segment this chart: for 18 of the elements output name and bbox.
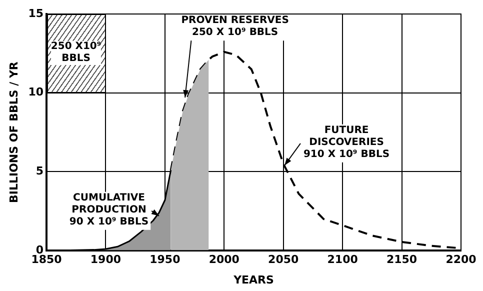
y-tick-label: 15	[28, 6, 44, 20]
hatched-square: 250 X10⁹ BBLS	[46, 14, 106, 93]
y-tick-label: 10	[28, 86, 44, 99]
x-tick-label: 2150	[386, 253, 418, 266]
annotation: PROVEN RESERVES 250 X 10⁹ BBLS	[181, 15, 289, 38]
x-tick-label: 2200	[446, 253, 477, 266]
x-tick-label: 2000	[208, 253, 240, 266]
x-axis-title: YEARS	[232, 273, 274, 286]
x-tick-label: 1850	[31, 253, 62, 266]
annotation: 250 X10⁹ BBLS	[50, 41, 102, 66]
y-axis-title: BILLIONS OF BBLS / YR	[7, 61, 20, 204]
x-tick-label: 2100	[327, 253, 358, 266]
x-tick-label: 1950	[150, 253, 181, 266]
x-tick-label: 1900	[90, 253, 122, 266]
y-tick-label: 5	[36, 164, 44, 178]
annotation: CUMULATIVE PRODUCTION 90 X 10⁹ BBLS	[69, 192, 149, 228]
x-tick-label: 2050	[268, 253, 300, 266]
annotation: FUTURE DISCOVERIES 910 X 10⁹ BBLS	[303, 125, 390, 160]
